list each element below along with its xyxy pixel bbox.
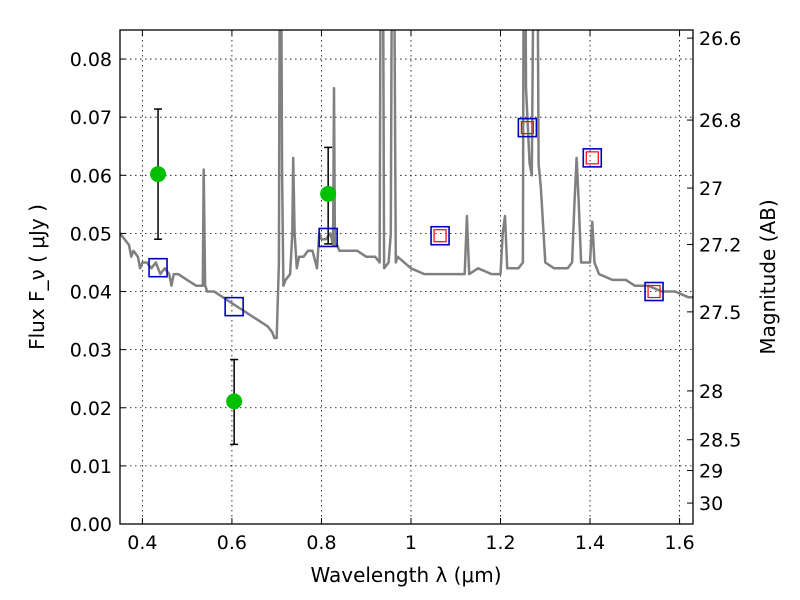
- measurement-point: [150, 166, 167, 183]
- right-tick-label: 29: [699, 461, 723, 483]
- model-square-red: [433, 229, 447, 243]
- model-square-blue: [517, 117, 538, 138]
- series-layer: [120, 30, 693, 446]
- y-tick-label: 0.06: [70, 165, 112, 187]
- right-tick-label: 30: [699, 493, 723, 515]
- y-axis-title: Flux F_ν ( μJy ): [25, 204, 49, 350]
- model-square-blue: [582, 148, 603, 168]
- model-square-blue: [644, 281, 664, 302]
- model-square-blue: [318, 227, 338, 248]
- x-tick-label: 0.4: [127, 532, 157, 554]
- right-tick-label: 26.8: [699, 110, 741, 132]
- right-tick-label: 28: [699, 381, 723, 403]
- spectrum-line: [120, 30, 693, 340]
- y-tick-label: 0.05: [70, 223, 112, 245]
- right-tick-label: 28.5: [699, 430, 741, 452]
- model-square-red: [585, 151, 599, 165]
- y-tick-label: 0.07: [70, 107, 112, 129]
- model-square-blue: [148, 257, 168, 278]
- right-axis-title: Magnitude (AB): [756, 199, 780, 354]
- model-square-red: [647, 284, 661, 299]
- measurement-point: [226, 393, 243, 410]
- y-tick-label: 0.01: [70, 456, 112, 478]
- right-tick-label: 27.5: [699, 302, 741, 324]
- plot-background: [120, 30, 693, 524]
- ticks-layer: 0.4 0.6 0.8 1 1.2 1.4 1.6 0.00 0.01 0.02 0.03 0.04 0…: [70, 28, 742, 554]
- y-tick-label: 0.02: [70, 398, 112, 420]
- plot-frame: [119, 29, 694, 525]
- y-tick-label: 0.03: [70, 340, 112, 362]
- x-tick-label: 1.2: [485, 532, 515, 554]
- right-tick-label: 26.6: [699, 28, 741, 50]
- right-tick-label: 27.2: [699, 234, 741, 256]
- y-tick-label: 0.00: [70, 514, 112, 536]
- y-tick-label: 0.04: [70, 282, 112, 304]
- model-square-red: [520, 121, 534, 135]
- x-tick-label: 1: [405, 532, 417, 554]
- x-tick-label: 0.8: [306, 532, 336, 554]
- model-square-blue: [430, 225, 450, 246]
- y-tick-label: 0.08: [70, 49, 112, 71]
- measurement-point: [320, 185, 337, 202]
- x-axis-title: Wavelength λ (μm): [310, 563, 501, 587]
- model-square-blue: [224, 296, 244, 317]
- x-tick-label: 1.4: [575, 532, 605, 554]
- x-tick-label: 1.6: [664, 532, 694, 554]
- right-tick-label: 27: [699, 178, 723, 200]
- x-tick-label: 0.6: [217, 532, 247, 554]
